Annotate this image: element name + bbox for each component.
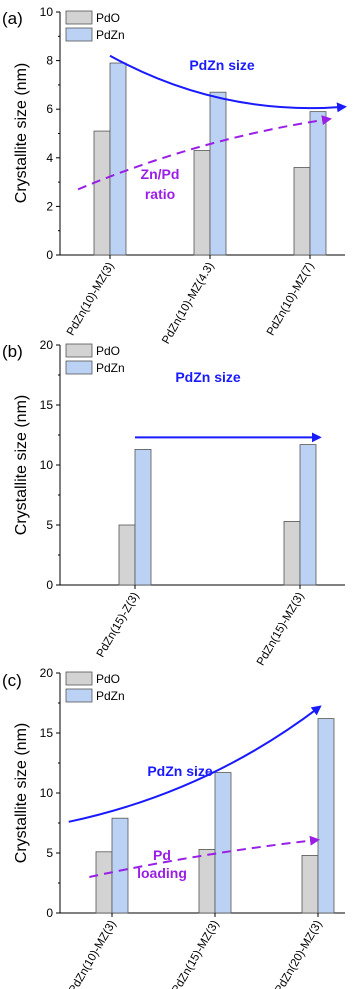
- y-axis-label: Crystallite size (nm): [13, 723, 30, 863]
- y-tick-label: 5: [46, 518, 53, 532]
- y-tick-label: 0: [46, 578, 53, 592]
- legend-swatch: [65, 671, 93, 686]
- y-tick-label: 15: [40, 726, 54, 740]
- panel-c: (c) 0 5 10 15 20 Crystallite size (nm) PdZn(10)…: [2, 666, 345, 989]
- x-tick-label: PdZn(15)-MZ(3): [255, 590, 307, 668]
- bar-pdo: [118, 524, 136, 586]
- y-tick-label: 15: [40, 398, 54, 412]
- x-tick-label: PdZn(10)-MZ(3): [67, 918, 119, 989]
- legend-swatch: [65, 343, 93, 358]
- panel-a: (a) 0 2 4 6 8 10 Crystallite size (nm) PdZn(10)-…: [2, 5, 347, 346]
- x-tick-label: PdZn(10)-MZ(3): [65, 260, 117, 338]
- y-tick-label: 6: [46, 102, 53, 116]
- x-tick-label: PdZn(15)-Z(3): [95, 590, 142, 659]
- legend-swatch: [65, 27, 93, 42]
- x-tick-label: PdZn(10)-MZ(7): [265, 260, 317, 338]
- y-tick-label: 10: [40, 786, 54, 800]
- y-tick-label: 10: [40, 5, 54, 19]
- bar-pdo: [93, 130, 111, 256]
- trend-arrow-dashed: [89, 835, 320, 878]
- bar-pdzn: [299, 444, 317, 586]
- annotation-label: Pd: [153, 847, 171, 863]
- y-axis-label: Crystallite size (nm): [13, 395, 30, 535]
- y-tick-label: 20: [40, 666, 54, 680]
- y-tick-label: 10: [40, 458, 54, 472]
- legend-label: PdO: [96, 672, 120, 686]
- y-tick-label: 2: [46, 199, 53, 213]
- trend-arrow-size: [68, 705, 322, 823]
- bar-pdo: [283, 521, 301, 586]
- bar-pdzn: [209, 91, 227, 256]
- panel-label: (c): [2, 671, 22, 690]
- x-tick-label: PdZn(10)-MZ(4.3): [160, 260, 216, 346]
- annotation-label: PdZn size: [147, 763, 213, 779]
- annotation-label: PdZn size: [189, 57, 255, 73]
- y-axis-label: Crystallite size (nm): [13, 63, 30, 203]
- panel-label: (b): [2, 342, 23, 361]
- y-tick-label: 0: [46, 248, 53, 262]
- legend-swatch: [65, 688, 93, 703]
- y-tick-label: 5: [46, 846, 53, 860]
- bar-pdo: [193, 150, 211, 256]
- legend-swatch: [65, 10, 93, 25]
- annotation-label: Zn/Pd: [141, 166, 180, 182]
- bar-pdo: [198, 849, 216, 914]
- legend-label: PdO: [96, 344, 120, 358]
- annotation-label: loading: [137, 865, 187, 881]
- annotation-label: PdZn size: [175, 369, 241, 385]
- y-tick-label: 4: [46, 151, 53, 165]
- panel-label: (a): [2, 9, 23, 28]
- legend-label: PdZn: [96, 689, 125, 703]
- y-tick-label: 8: [46, 54, 53, 68]
- bar-pdzn: [317, 718, 335, 914]
- y-tick-label: 0: [46, 906, 53, 920]
- y-tick-label: 20: [40, 338, 54, 352]
- bar-pdo: [293, 167, 311, 256]
- x-tick-label: PdZn(15)-MZ(3): [170, 918, 222, 989]
- panel-b: (b) 0 5 10 15 20 Crystallite size (nm) PdZn(15)…: [2, 338, 345, 668]
- bar-pdzn: [109, 62, 127, 256]
- bar-pdo: [95, 851, 113, 914]
- legend-label: PdO: [96, 11, 120, 25]
- legend-label: PdZn: [96, 361, 125, 375]
- bar-pdzn: [309, 111, 327, 256]
- x-tick-label: PdZn(20)-MZ(3): [273, 918, 325, 989]
- trend-arrow-dashed: [77, 115, 332, 191]
- legend-swatch: [65, 360, 93, 375]
- bar-pdzn: [111, 817, 129, 914]
- bar-pdzn: [214, 772, 232, 914]
- legend-label: PdZn: [96, 28, 125, 42]
- bar-pdo: [301, 855, 319, 914]
- bar-pdzn: [134, 448, 152, 586]
- annotation-label: ratio: [145, 186, 175, 202]
- trend-arrow-size: [109, 54, 347, 113]
